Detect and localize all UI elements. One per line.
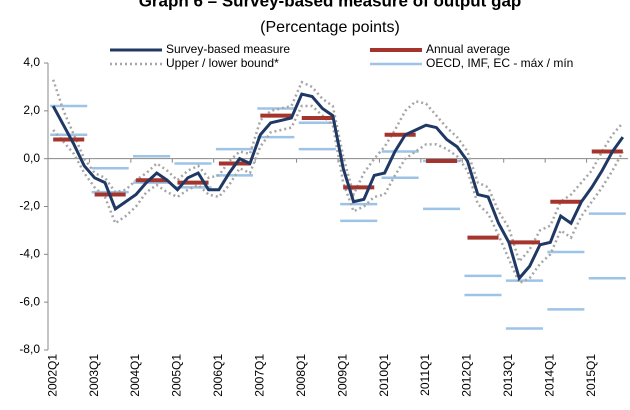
x-tick-label: 2015Q1 [584,354,598,397]
legend-label: OECD, IMF, EC - máx / mín [426,56,573,70]
legend-label: Annual average [426,42,510,56]
y-tick-label: -2,0 [19,199,40,213]
x-tick-label: 2007Q1 [252,354,266,397]
chart-subtitle: (Percentage points) [260,19,400,36]
x-tick-label: 2004Q1 [128,354,142,397]
y-tick-label: 0,0 [23,151,40,165]
x-tick-label: 2011Q1 [418,354,432,396]
x-tick-label: 2008Q1 [294,354,308,397]
x-tick-label: 2006Q1 [211,354,225,397]
lower-bound-line [52,104,624,285]
x-tick-label: 2012Q1 [460,354,474,397]
x-tick-label: 2014Q1 [542,354,556,397]
y-tick-label: -8,0 [19,342,40,356]
x-tick-label: 2009Q1 [335,354,349,397]
x-tick-label: 2003Q1 [87,354,101,397]
y-tick-label: -6,0 [19,294,40,308]
x-tick-label: 2002Q1 [45,354,59,397]
legend-label: Upper / lower bound* [166,56,279,70]
chart-title: Graph 6 – Survey-based measure of output… [139,0,522,10]
y-tick-label: 4,0 [23,55,40,69]
x-tick-label: 2013Q1 [501,354,515,397]
x-tick-label: 2005Q1 [170,354,184,397]
survey-line [51,92,625,282]
legend-label: Survey-based measure [166,42,290,56]
x-tick-label: 2010Q1 [377,354,391,397]
y-tick-label: 2,0 [23,103,40,117]
y-tick-label: -4,0 [19,247,40,261]
upper-bound-line [51,79,624,265]
